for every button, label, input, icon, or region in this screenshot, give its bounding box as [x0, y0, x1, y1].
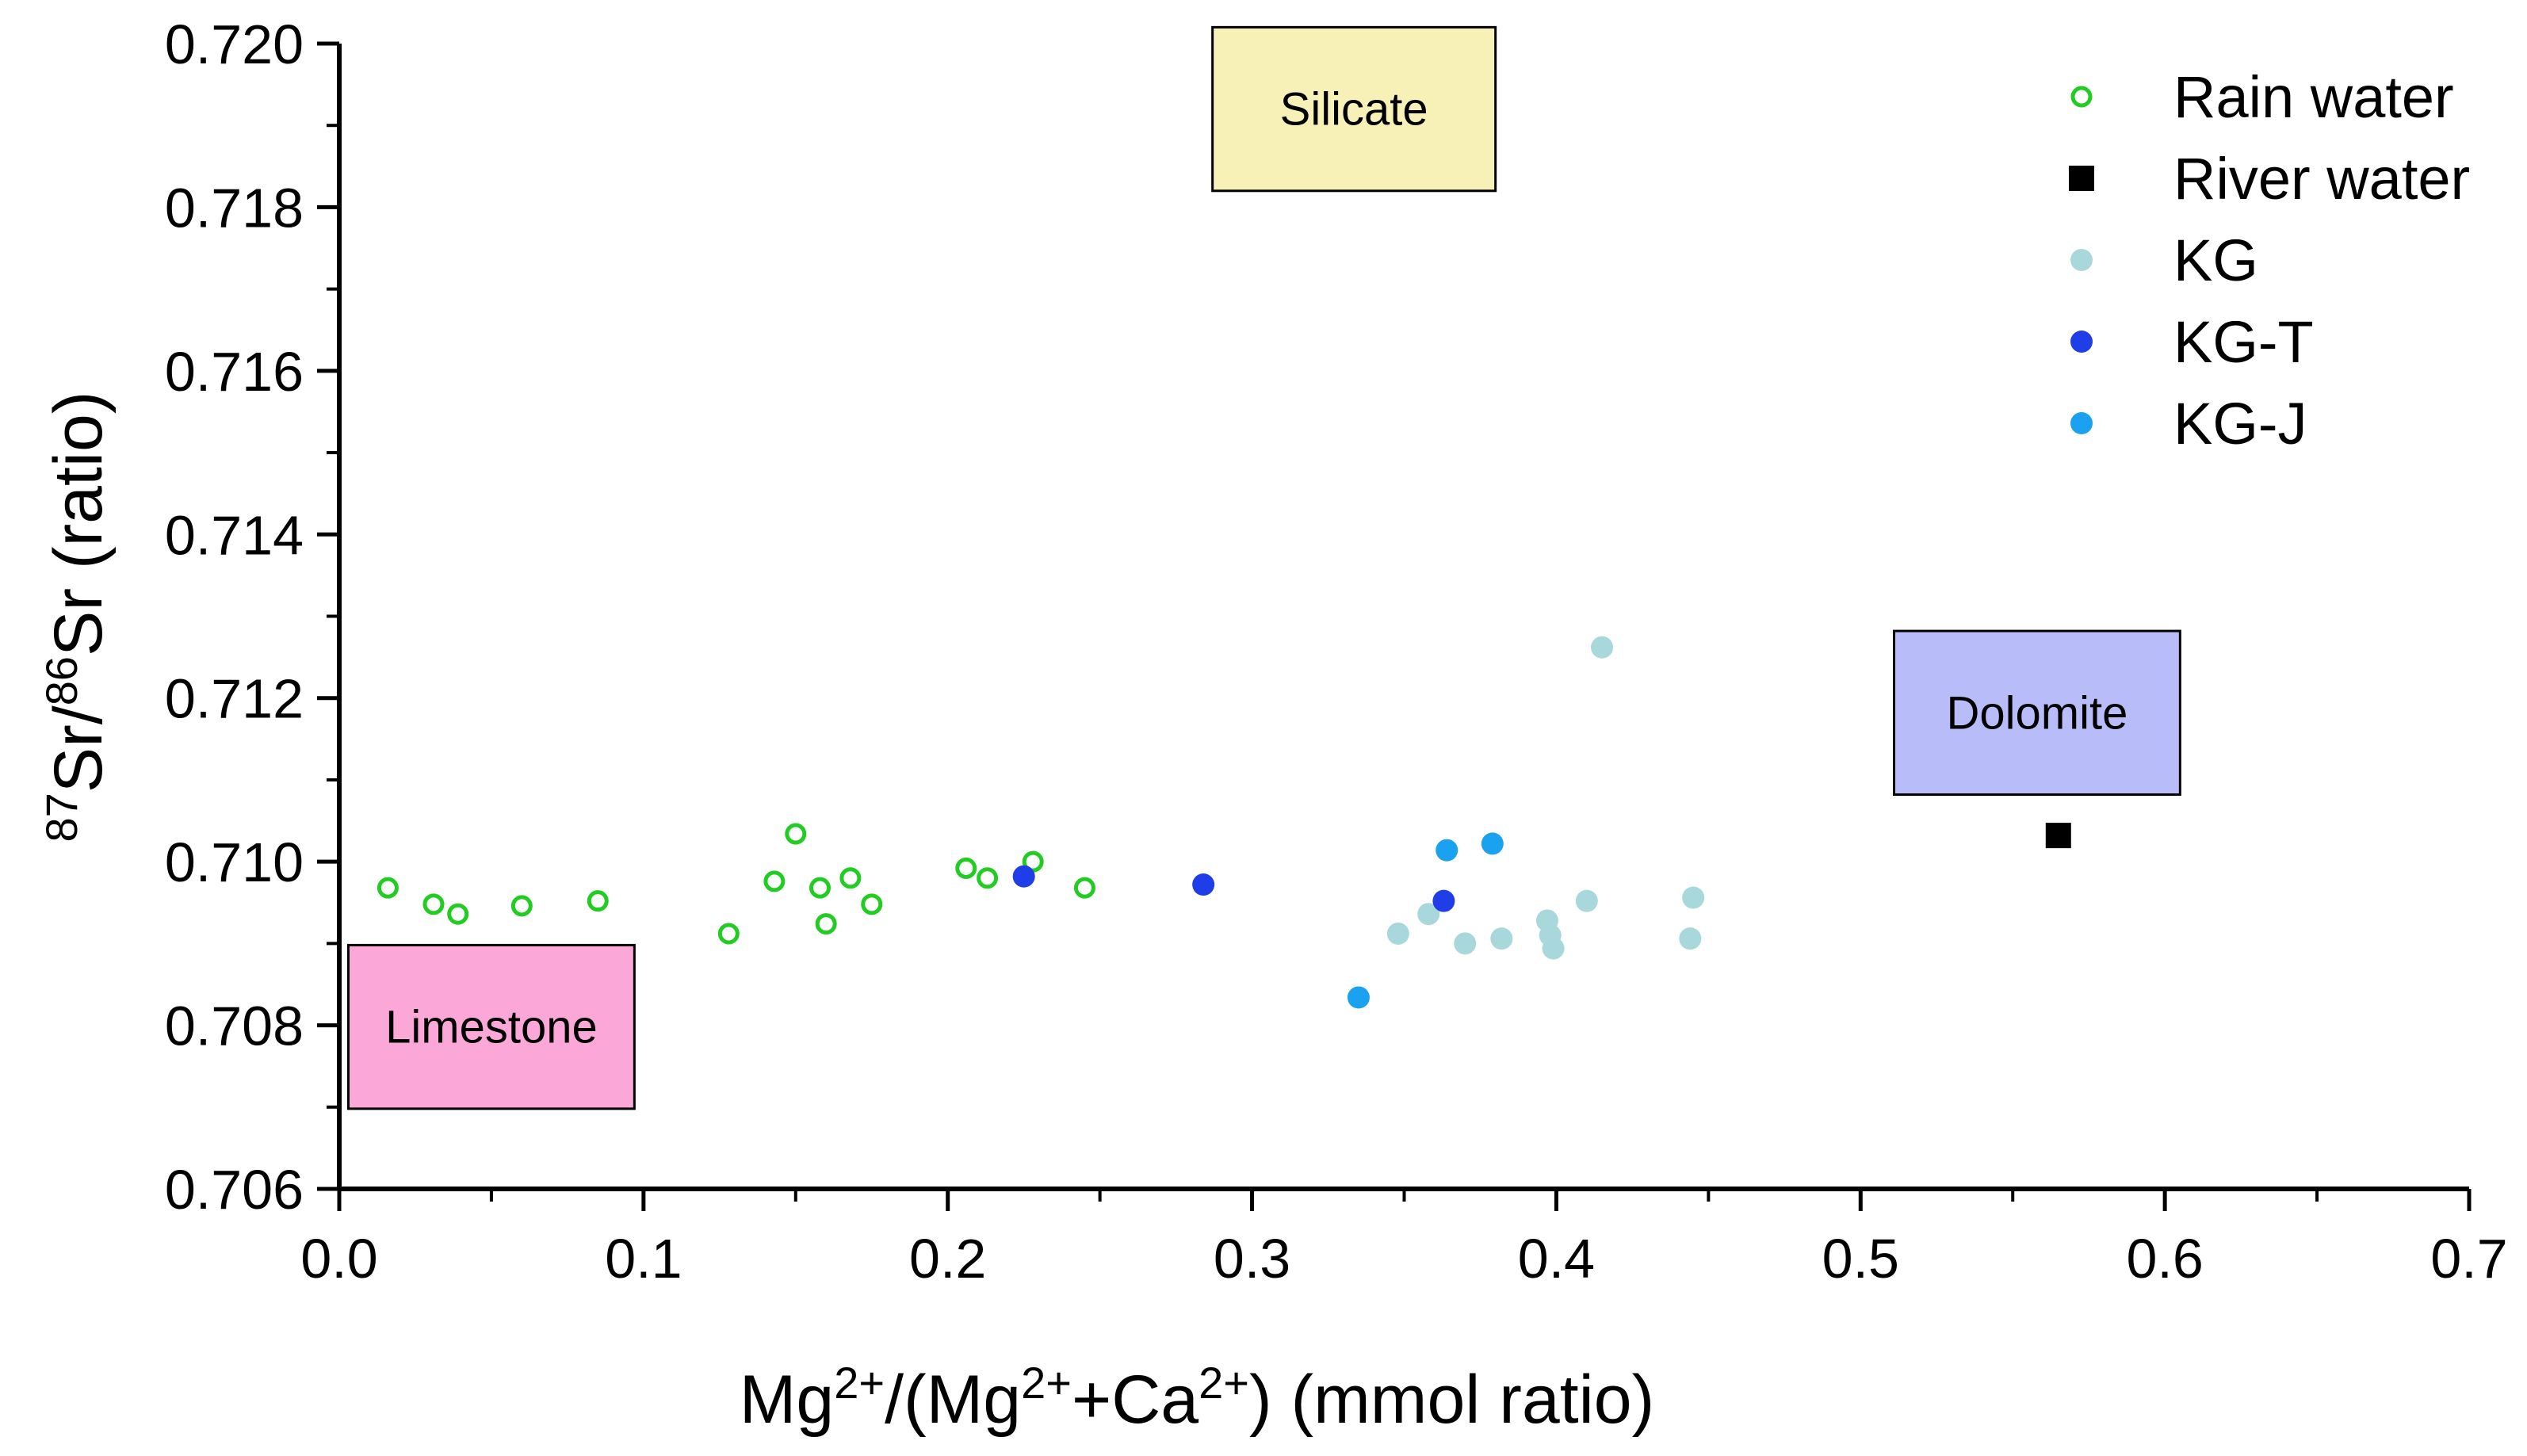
- y-tick-label: 0.712: [165, 668, 304, 730]
- kg-point: [1575, 889, 1598, 912]
- limestone-region-label: Limestone: [385, 1002, 598, 1053]
- ticks: 0.0 0.1 0.2 0.3 0.4 0.5 0.6 0.7 0.706 0.708 0.710 0…: [165, 13, 2508, 1290]
- region-annotations: Silicate Dolomite Limestone: [347, 25, 2181, 1110]
- rain-water-point: [955, 857, 977, 879]
- rain-water-point: [861, 893, 883, 915]
- kg-j-point: [1436, 839, 1458, 862]
- y-tick-label: 0.716: [165, 341, 304, 403]
- legend-label-kg: KG: [2173, 227, 2258, 293]
- dolomite-region-label: Dolomite: [1946, 687, 2127, 739]
- kg-point: [1386, 922, 1409, 945]
- superscript: 2+: [1021, 1358, 1072, 1408]
- superscript: 86: [36, 656, 86, 705]
- x-tick-label: 0.0: [300, 1228, 377, 1290]
- kg-t-point: [1432, 889, 1455, 912]
- kg-point: [1542, 937, 1565, 960]
- kg-point: [1679, 927, 1702, 950]
- y-tick-label: 0.720: [165, 13, 304, 75]
- dolomite-region-box: [1893, 629, 2181, 797]
- rain-water-point: [422, 893, 445, 915]
- data-points: [377, 636, 2071, 1009]
- kg-j-point: [1347, 986, 1370, 1009]
- title-text: +Ca: [1072, 1362, 1199, 1438]
- kg-point: [1591, 636, 1614, 659]
- rain-water-point: [839, 867, 862, 889]
- title-text: Sr (ratio): [40, 392, 117, 656]
- legend-marker-river-water: [2069, 166, 2094, 191]
- river-water-point: [2045, 823, 2071, 849]
- y-tick-label: 0.710: [165, 831, 304, 893]
- legend-label-kg-t: KG-T: [2173, 309, 2314, 375]
- kg-point: [1454, 932, 1477, 955]
- rain-water-point: [587, 890, 609, 912]
- rain-water-point: [717, 923, 740, 945]
- x-tick-label: 0.4: [1518, 1228, 1595, 1290]
- kg-t-point: [1192, 873, 1215, 896]
- legend-marker-kg: [2070, 249, 2093, 271]
- rain-water-point: [977, 867, 999, 889]
- y-tick-label: 0.706: [165, 1159, 304, 1221]
- axes: [337, 44, 2469, 1191]
- legend-marker-kg-t: [2070, 331, 2093, 353]
- title-text: Mg: [740, 1362, 834, 1438]
- legend-label-rain-water: Rain water: [2173, 64, 2454, 130]
- rain-water-point: [815, 913, 837, 935]
- x-tick-label: 0.5: [1822, 1228, 1899, 1290]
- y-tick-label: 0.714: [165, 504, 304, 566]
- kg-t-point: [1012, 865, 1035, 888]
- superscript: 87: [36, 793, 86, 842]
- silicate-region-box: [1211, 25, 1497, 193]
- limestone-region-box: [347, 943, 636, 1110]
- rain-water-point: [510, 895, 533, 917]
- y-tick-label: 0.718: [165, 177, 304, 239]
- rain-water-point: [785, 823, 807, 845]
- kg-point: [1682, 886, 1705, 909]
- title-text: ) (mmol ratio): [1249, 1362, 1654, 1438]
- legend-label-kg-j: KG-J: [2173, 391, 2307, 457]
- legend-marker-kg-j: [2070, 412, 2093, 434]
- superscript: 2+: [1199, 1358, 1249, 1408]
- legend-marker-rain-water: [2070, 86, 2093, 108]
- x-tick-label: 0.2: [909, 1228, 986, 1290]
- x-tick-label: 0.1: [605, 1228, 682, 1290]
- legend-label-river-water: River water: [2173, 146, 2470, 212]
- silicate-region-label: Silicate: [1280, 84, 1428, 136]
- title-text: /(Mg: [885, 1362, 1021, 1438]
- rain-water-point: [377, 877, 399, 899]
- y-axis-title: 87Sr/86Sr (ratio): [36, 392, 117, 843]
- title-text: Sr/: [40, 705, 117, 793]
- x-tick-label: 0.7: [2430, 1228, 2507, 1290]
- x-tick-label: 0.3: [1214, 1228, 1290, 1290]
- superscript: 2+: [834, 1358, 885, 1408]
- rain-water-point: [1073, 877, 1095, 899]
- y-tick-label: 0.708: [165, 996, 304, 1057]
- rain-water-point: [763, 870, 786, 892]
- kg-point: [1417, 903, 1440, 926]
- kg-point: [1490, 927, 1513, 950]
- kg-j-point: [1481, 832, 1504, 855]
- rain-water-point: [447, 903, 469, 925]
- legend: Rain water River water KG KG-T KG-J: [2069, 64, 2470, 457]
- rain-water-point: [809, 877, 831, 899]
- x-tick-label: 0.6: [2126, 1228, 2203, 1290]
- x-axis-title: Mg2+/(Mg2++Ca2+) (mmol ratio): [740, 1358, 1654, 1439]
